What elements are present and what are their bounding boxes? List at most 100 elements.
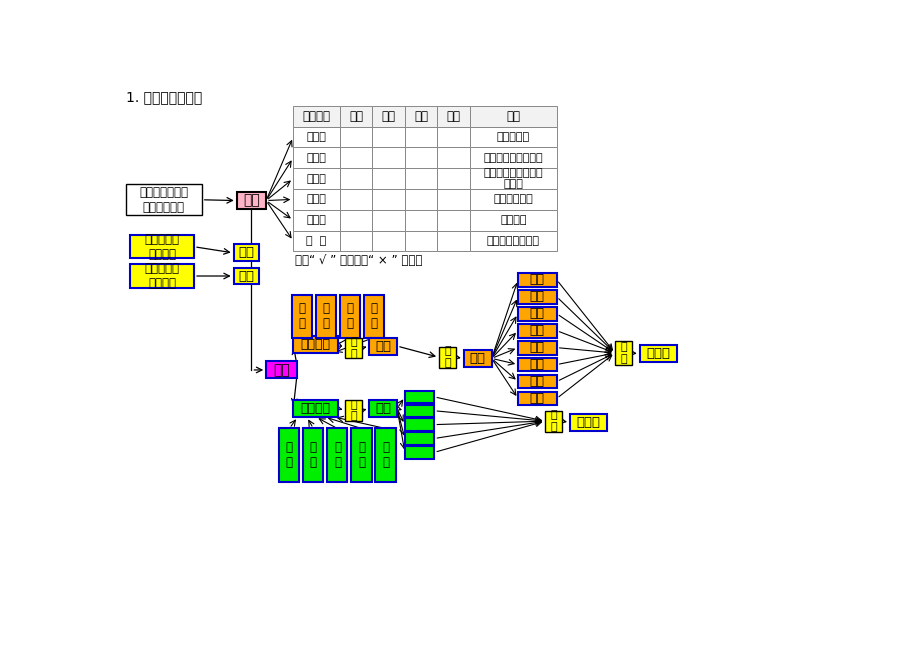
Bar	[303, 428, 323, 482]
Bar	[236, 192, 266, 209]
Bar	[470, 147, 556, 168]
Bar	[372, 127, 404, 147]
Bar	[404, 432, 434, 445]
Bar	[293, 210, 339, 230]
Bar	[126, 184, 201, 215]
Text: 细胞质: 细胞质	[306, 174, 326, 184]
Bar	[293, 168, 339, 189]
Bar	[293, 106, 339, 127]
Bar	[404, 147, 437, 168]
Bar	[372, 106, 404, 127]
Bar	[339, 168, 372, 189]
Bar	[569, 414, 607, 431]
Text: 器官: 器官	[375, 402, 391, 415]
Bar	[339, 147, 372, 168]
Text: 系统: 系统	[529, 375, 544, 388]
Text: 组
成: 组 成	[444, 346, 450, 368]
Bar	[372, 168, 404, 189]
Text: 组
成: 组 成	[350, 337, 357, 359]
Bar	[517, 307, 556, 321]
Bar	[293, 127, 339, 147]
Text: 液  泡: 液 泡	[306, 236, 326, 246]
Bar	[372, 147, 404, 168]
Text: 光合作用: 光合作用	[500, 215, 526, 225]
Bar	[517, 374, 556, 389]
Bar	[291, 296, 312, 338]
Text: 组
织: 组 织	[381, 441, 389, 469]
Bar	[266, 361, 297, 378]
Bar	[293, 230, 339, 251]
Bar	[369, 400, 397, 417]
Bar	[339, 106, 372, 127]
Bar	[437, 168, 470, 189]
Bar	[437, 210, 470, 230]
Bar	[470, 230, 556, 251]
Text: 系统: 系统	[529, 358, 544, 371]
Text: 植物体: 植物体	[576, 416, 600, 429]
Text: 植物细胞的
分裂过程: 植物细胞的 分裂过程	[144, 262, 179, 290]
Bar	[327, 428, 347, 482]
Text: 系统: 系统	[529, 341, 544, 354]
Bar	[339, 189, 372, 210]
Bar	[372, 189, 404, 210]
Bar	[404, 405, 434, 417]
Text: 内有遗传物质: 内有遗传物质	[493, 195, 533, 204]
Text: 组
织: 组 织	[370, 303, 377, 331]
Text: 动物: 动物	[381, 110, 395, 123]
Bar	[404, 230, 437, 251]
Bar	[470, 106, 556, 127]
Bar	[404, 446, 434, 458]
Text: 组
织: 组 织	[310, 441, 316, 469]
Bar	[404, 391, 434, 403]
Bar	[404, 106, 437, 127]
Text: 植物组织: 植物组织	[301, 402, 330, 415]
Text: 注：“ √ ” 即为有，“ × ” 为没有: 注：“ √ ” 即为有，“ × ” 为没有	[294, 255, 422, 268]
Bar	[293, 336, 338, 353]
Text: 系统: 系统	[529, 324, 544, 337]
Bar	[293, 400, 338, 417]
Text: 组
织: 组 织	[357, 441, 365, 469]
Bar	[437, 189, 470, 210]
Bar	[404, 419, 434, 431]
Bar	[130, 264, 194, 288]
Bar	[470, 168, 556, 189]
Bar	[372, 210, 404, 230]
Bar	[130, 235, 194, 258]
Bar	[517, 273, 556, 287]
Bar	[351, 428, 371, 482]
Text: 叶绳体: 叶绳体	[306, 215, 326, 225]
Bar	[279, 428, 299, 482]
Bar	[339, 127, 372, 147]
Bar	[470, 189, 556, 210]
Bar	[404, 168, 437, 189]
Text: 分裂: 分裂	[238, 247, 254, 259]
Text: 细胞: 细胞	[243, 193, 259, 208]
Text: 分化: 分化	[238, 270, 254, 283]
Text: 动物组织: 动物组织	[301, 338, 330, 351]
Bar	[339, 210, 372, 230]
Bar	[517, 391, 556, 406]
Bar	[517, 340, 556, 355]
Text: 细胞核: 细胞核	[306, 195, 326, 204]
Bar	[463, 350, 491, 367]
Text: 功能: 功能	[505, 110, 520, 123]
Bar	[470, 210, 556, 230]
Text: 真菌: 真菌	[447, 110, 460, 123]
Bar	[437, 127, 470, 147]
Bar	[517, 324, 556, 338]
Bar	[233, 244, 259, 262]
Text: 系统: 系统	[470, 352, 485, 365]
Bar	[517, 357, 556, 372]
Text: 动物体: 动物体	[645, 347, 670, 360]
Text: 组
织: 组 织	[322, 303, 329, 331]
Bar	[369, 338, 397, 355]
Bar	[339, 230, 372, 251]
Text: 组
织: 组 织	[346, 303, 353, 331]
Text: 生物体结构和功
能的基本单位: 生物体结构和功 能的基本单位	[139, 186, 188, 214]
Text: 细菌: 细菌	[414, 110, 427, 123]
Text: 1. 生物的结构层次: 1. 生物的结构层次	[126, 90, 202, 104]
Text: 系统: 系统	[529, 273, 544, 286]
Text: 组织: 组织	[273, 363, 289, 377]
Bar	[363, 296, 383, 338]
Bar	[293, 189, 339, 210]
